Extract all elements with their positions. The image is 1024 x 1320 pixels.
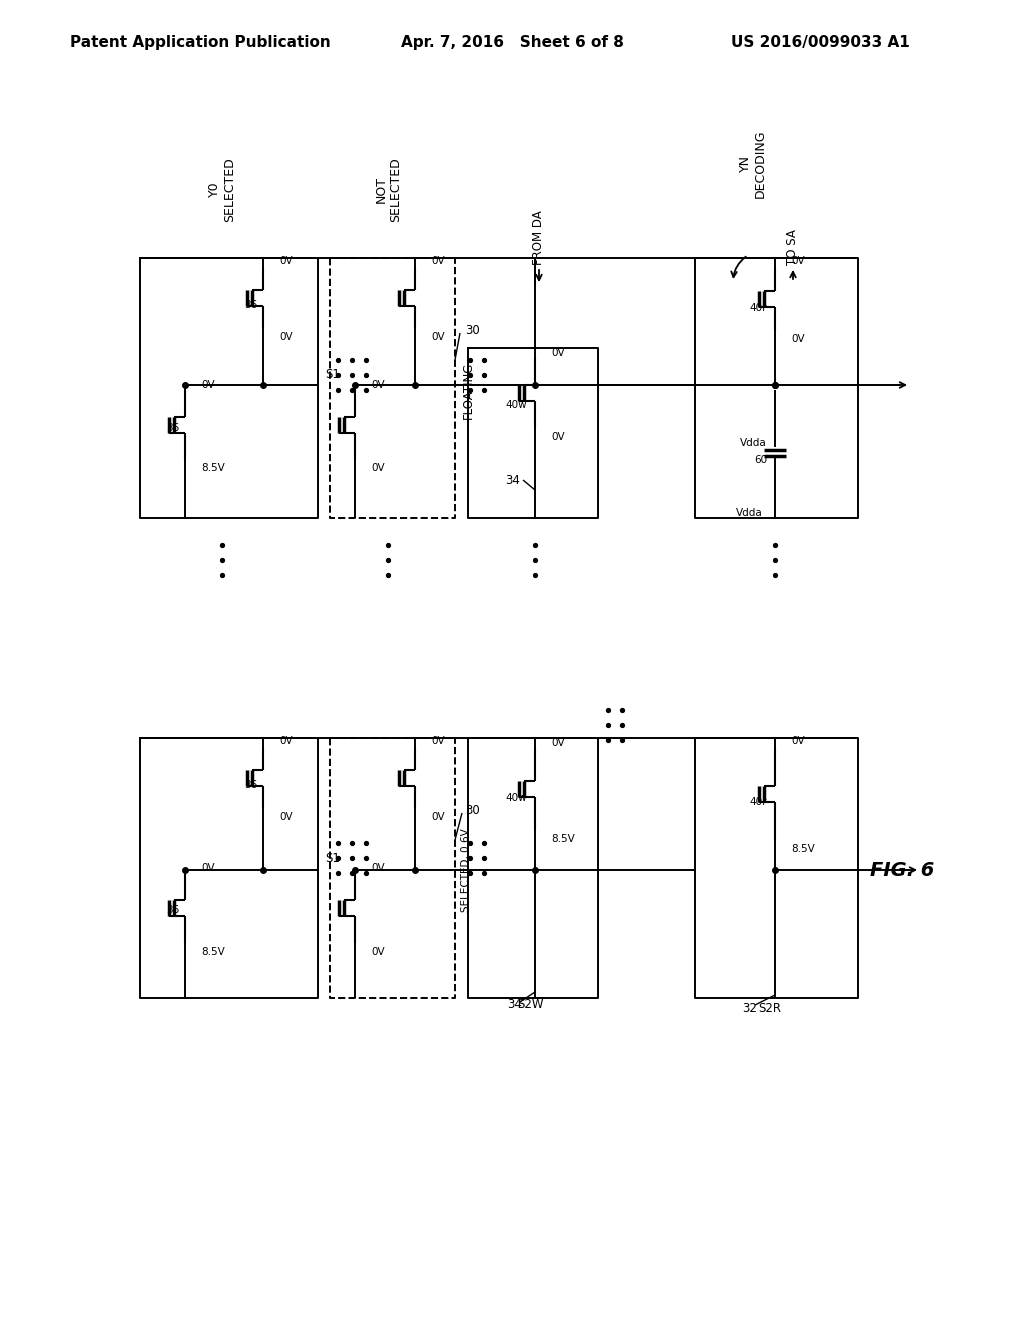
Text: SELECTED, 0.6V: SELECTED, 0.6V: [461, 828, 471, 912]
Text: YN
DECODING: YN DECODING: [739, 129, 767, 198]
Text: FIG. 6: FIG. 6: [870, 861, 934, 879]
Text: S1: S1: [325, 368, 340, 381]
Text: FLOATING: FLOATING: [462, 362, 475, 418]
Text: 30: 30: [465, 323, 480, 337]
Text: 0V: 0V: [279, 256, 293, 267]
Text: 40w: 40w: [506, 400, 527, 411]
Text: 34: 34: [507, 998, 522, 1011]
Text: 40r: 40r: [750, 304, 767, 313]
Text: Vdda: Vdda: [736, 508, 763, 517]
Text: Y0
SELECTED: Y0 SELECTED: [208, 157, 236, 222]
Text: Apr. 7, 2016   Sheet 6 of 8: Apr. 7, 2016 Sheet 6 of 8: [400, 34, 624, 49]
Text: 0V: 0V: [431, 812, 444, 822]
Text: 36: 36: [244, 780, 257, 789]
Text: 36: 36: [166, 906, 179, 915]
Text: FROM DA: FROM DA: [532, 210, 546, 265]
Text: 30: 30: [465, 804, 480, 817]
Text: 0V: 0V: [791, 256, 805, 267]
Text: 36: 36: [244, 300, 257, 310]
Text: 0V: 0V: [371, 463, 385, 473]
Text: 0V: 0V: [791, 737, 805, 746]
Text: 0V: 0V: [371, 380, 385, 389]
Text: 0V: 0V: [279, 737, 293, 746]
Text: 8.5V: 8.5V: [791, 843, 815, 854]
Text: 0V: 0V: [431, 737, 444, 746]
Text: 0V: 0V: [551, 738, 564, 748]
Text: Vdda: Vdda: [740, 438, 767, 447]
Text: 0V: 0V: [201, 380, 215, 389]
Text: 0V: 0V: [279, 812, 293, 822]
Text: S1: S1: [325, 851, 340, 865]
Text: 8.5V: 8.5V: [551, 834, 574, 843]
Text: S2W: S2W: [518, 998, 544, 1011]
Text: NOT
SELECTED: NOT SELECTED: [374, 157, 401, 222]
Text: 8.5V: 8.5V: [201, 463, 224, 473]
Text: 8.5V: 8.5V: [201, 946, 224, 957]
Text: 0V: 0V: [371, 946, 385, 957]
Text: Patent Application Publication: Patent Application Publication: [70, 34, 331, 49]
Text: 0V: 0V: [279, 333, 293, 342]
Text: S2R: S2R: [759, 1002, 781, 1015]
Text: 0V: 0V: [201, 863, 215, 873]
Text: 0V: 0V: [551, 348, 564, 358]
Text: 36: 36: [166, 422, 179, 433]
Text: 40w: 40w: [506, 793, 527, 803]
Text: 60: 60: [754, 455, 767, 465]
Text: TO SA: TO SA: [786, 230, 800, 265]
Text: US 2016/0099033 A1: US 2016/0099033 A1: [731, 34, 909, 49]
Text: 0V: 0V: [371, 863, 385, 873]
Text: 0V: 0V: [791, 334, 805, 345]
Text: 32: 32: [742, 1002, 757, 1015]
Text: 0V: 0V: [551, 432, 564, 442]
Text: 40r: 40r: [750, 797, 767, 807]
Text: 0V: 0V: [431, 333, 444, 342]
Text: 0V: 0V: [431, 256, 444, 267]
Text: 34: 34: [505, 474, 520, 487]
